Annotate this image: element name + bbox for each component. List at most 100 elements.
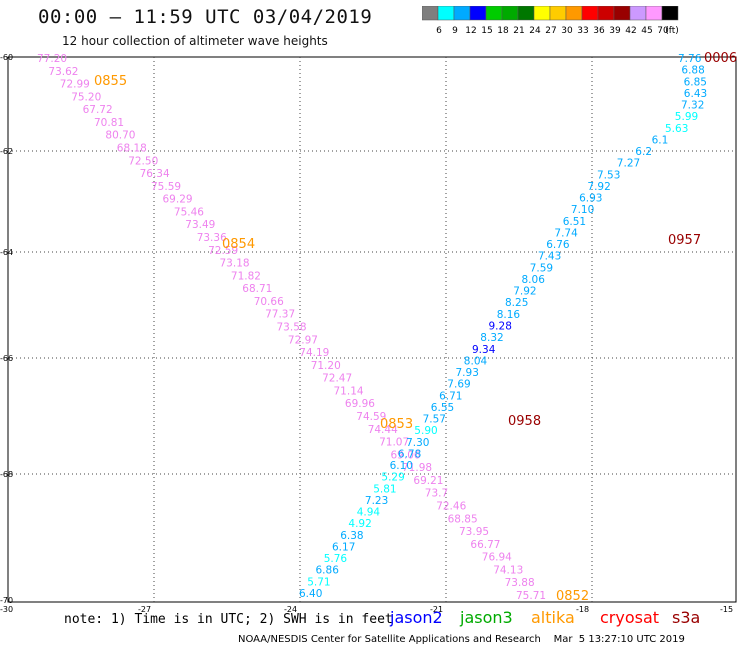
wave-height-value: 6.88 xyxy=(681,65,704,77)
wave-height-value: 6.51 xyxy=(563,216,586,228)
colorbar-label: 21 xyxy=(513,26,524,36)
wave-height-value: 74.59 xyxy=(356,411,386,423)
wave-height-value: 71.07 xyxy=(379,437,409,449)
legend-altika: altika xyxy=(531,608,575,627)
credit-line: NOAA/NESDIS Center for Satellite Applica… xyxy=(238,634,685,645)
latitude-tick-label: -70 xyxy=(0,596,13,605)
colorbar-label: 70 xyxy=(657,26,669,36)
wave-height-value: 75.59 xyxy=(151,181,181,193)
time-label: 0006 xyxy=(704,51,737,66)
longitude-tick-label: -15 xyxy=(720,605,733,614)
colorbar-label: 6 xyxy=(436,26,442,36)
wave-height-value: 71.82 xyxy=(231,270,261,282)
wave-height-value: 72.50 xyxy=(128,155,158,167)
wave-height-value: 7.32 xyxy=(681,100,704,112)
longitude-tick-label: -18 xyxy=(576,605,589,614)
wave-height-value: 73.36 xyxy=(197,232,227,244)
wave-height-value: 5.29 xyxy=(381,472,404,484)
wave-height-value: 9.34 xyxy=(472,344,496,356)
map-frame xyxy=(7,56,737,603)
wave-height-value: 6.86 xyxy=(316,565,340,577)
latitude-tick-label: -66 xyxy=(0,354,13,363)
wave-height-value: 72.97 xyxy=(288,334,318,346)
time-label: 0852 xyxy=(556,589,589,604)
wave-height-value: 6.71 xyxy=(439,390,462,402)
wave-height-value: 69.96 xyxy=(345,398,375,410)
colorbar-label: 18 xyxy=(497,26,509,36)
wave-height-value: 72.99 xyxy=(60,79,90,91)
wave-height-value: 71.98 xyxy=(402,462,432,474)
wave-height-value: 5.99 xyxy=(675,111,698,123)
wave-height-value: 69.21 xyxy=(413,475,443,487)
longitude-tick-label: -30 xyxy=(0,605,13,614)
longitude-tick-label: -27 xyxy=(138,605,151,614)
wave-height-value: 6.10 xyxy=(390,460,413,472)
wave-height-value: 73.7 xyxy=(425,488,448,500)
wave-height-value: 4.92 xyxy=(348,518,371,530)
colorbar-label: 39 xyxy=(609,26,621,36)
wave-height-value: 6.85 xyxy=(684,76,707,88)
wave-height-value: 5.90 xyxy=(414,425,437,437)
wave-height-value: 68.85 xyxy=(448,513,478,525)
wave-height-value: 7.30 xyxy=(406,437,429,449)
latitude-tick-label: -60 xyxy=(0,53,13,62)
wave-height-value: 7.93 xyxy=(456,367,479,379)
time-label: 0855 xyxy=(94,74,127,89)
wave-height-value: 70.66 xyxy=(254,296,284,308)
legend-cryosat: cryosat xyxy=(600,608,660,627)
wave-height-value: 7.23 xyxy=(365,495,388,507)
wave-height-value: 6.40 xyxy=(299,588,322,600)
wave-height-value: 76.34 xyxy=(140,168,170,180)
wave-height-value: 74.13 xyxy=(493,564,523,576)
wave-height-value: 69.29 xyxy=(163,194,193,206)
latitude-tick-label: -68 xyxy=(0,470,13,479)
wave-height-value: 6.55 xyxy=(431,402,454,414)
longitude-tick-label: -24 xyxy=(284,605,297,614)
colorbar-label: 15 xyxy=(481,26,492,36)
wave-height-value: 6.43 xyxy=(684,88,707,100)
footer-note: note: 1) Time is in UTC; 2) SWH is in fe… xyxy=(64,612,393,627)
wave-height-value: 8.25 xyxy=(505,297,528,309)
wave-height-value: 73.95 xyxy=(459,526,489,538)
colorbar-swatch xyxy=(661,6,679,21)
latitude-tick-label: -64 xyxy=(0,248,13,257)
wave-height-value: 7.59 xyxy=(530,262,553,274)
wave-height-value: 72.46 xyxy=(436,501,466,513)
wave-height-value: 66.77 xyxy=(470,539,500,551)
colorbar-label: 45 xyxy=(641,26,652,36)
wave-height-value: 72.59 xyxy=(208,245,238,257)
legend-jason2: jason2 xyxy=(390,608,443,627)
wave-height-value: 7.92 xyxy=(513,286,536,298)
page-title: 00:00 – 11:59 UTC 03/04/2019 xyxy=(38,6,373,28)
wave-height-value: 76.94 xyxy=(482,552,512,564)
wave-height-value: 73.58 xyxy=(277,322,307,334)
wave-height-value: 6.76 xyxy=(546,239,570,251)
colorbar-label: 9 xyxy=(452,26,458,36)
legend-s3a: s3a xyxy=(672,608,701,627)
wave-height-value: 67.72 xyxy=(83,104,113,116)
wave-height-value: 5.71 xyxy=(307,576,330,588)
wave-height-value: 5.76 xyxy=(324,553,348,565)
wave-height-value: 5.81 xyxy=(373,483,396,495)
wave-height-value: 74.44 xyxy=(368,424,398,436)
time-label: 0853 xyxy=(380,417,413,432)
colorbar-label: 36 xyxy=(593,26,605,36)
wave-height-value: 77.20 xyxy=(37,53,67,65)
wave-height-value: 7.92 xyxy=(587,181,610,193)
wave-height-value: 69.06 xyxy=(391,449,421,461)
colorbar-unit: (ft) xyxy=(665,26,679,36)
wave-height-value: 74.19 xyxy=(299,347,329,359)
wave-height-value: 7.53 xyxy=(597,169,620,181)
wave-height-colorbar: 6 9 12 15 18 21 24 27 30 33 36 39 42 45 70(ft) xyxy=(422,6,679,36)
time-label: 0854 xyxy=(222,237,255,252)
wave-height-value: 8.06 xyxy=(522,274,546,286)
time-label: 0958 xyxy=(508,414,541,429)
wave-height-value: 6.93 xyxy=(579,193,602,205)
wave-height-value: 6.17 xyxy=(332,542,355,554)
colorbar-label: 27 xyxy=(545,26,556,36)
wave-height-value: 7.69 xyxy=(447,379,470,391)
colorbar-label: 12 xyxy=(465,26,476,36)
wave-height-value: 8.16 xyxy=(497,309,521,321)
longitude-tick-label: -21 xyxy=(430,605,443,614)
